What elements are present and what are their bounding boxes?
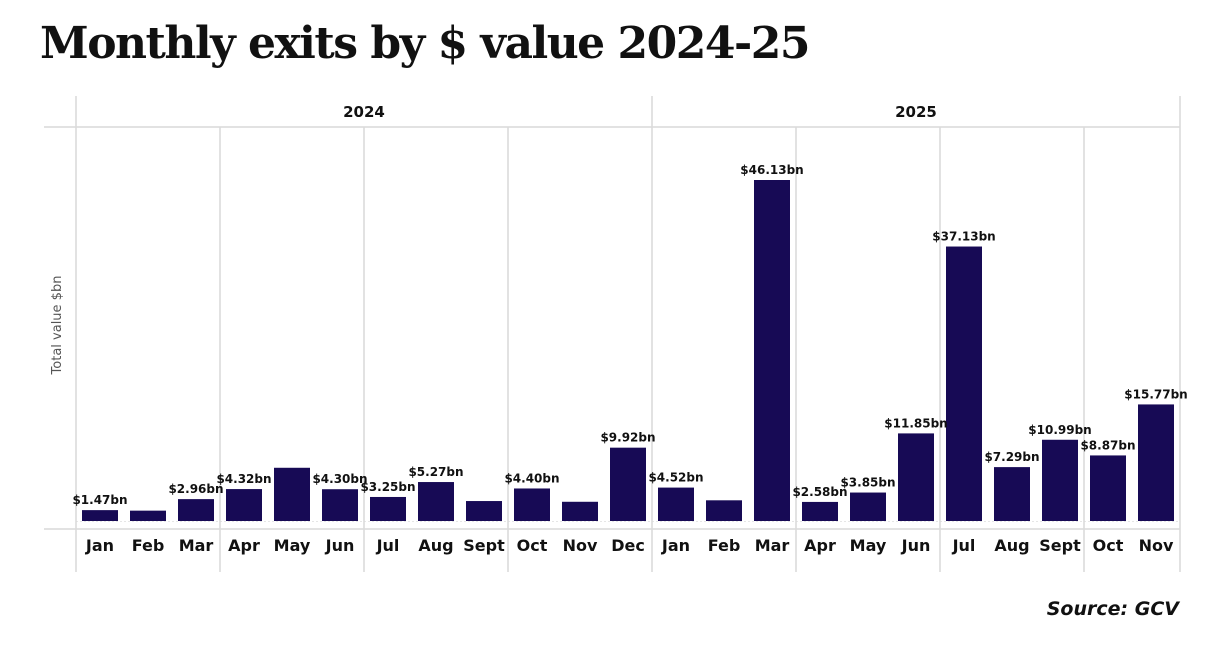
x-tick-label: Nov [563,536,598,555]
bar [274,467,310,521]
bar [562,501,598,521]
month-labels: Jan Feb Mar Apr May Jun Jul Aug Sept Oct Nov Dec Jan… [85,536,1174,555]
x-tick-label: Feb [708,536,741,555]
bar [946,246,982,522]
x-tick-label: Sept [1039,536,1081,555]
gridlines [44,96,1181,572]
bar [610,447,646,521]
x-tick-label: Oct [517,536,548,555]
data-label: $8.87bn [1080,438,1135,452]
x-tick-label: Aug [994,536,1029,555]
data-label: $46.13bn [740,163,803,177]
x-tick-label: Apr [804,536,836,555]
data-label: $2.58bn [792,485,847,499]
data-label: $9.92bn [600,431,655,445]
data-label: $1.47bn [72,493,127,507]
bar [370,496,406,521]
bar [1138,404,1174,521]
bar [322,489,358,521]
bar [754,180,790,521]
x-tick-label: Mar [755,536,790,555]
x-tick-label: Oct [1093,536,1124,555]
bar [130,510,166,521]
data-label: $4.32bn [216,472,271,486]
x-tick-label: May [274,536,311,555]
data-label: $4.30bn [312,472,367,486]
x-tick-label: Apr [228,536,260,555]
data-label: $15.77bn [1124,387,1187,401]
x-tick-label: Jun [325,536,355,555]
bar [178,499,214,521]
x-tick-label: Jul [952,536,976,555]
y-axis-label: Total value $bn [50,276,65,376]
bar [898,433,934,521]
year-label: 2025 [895,103,937,121]
bar [994,467,1030,521]
x-tick-label: Mar [179,536,214,555]
x-tick-label: Jun [901,536,931,555]
data-label: $37.13bn [932,230,995,244]
bar [82,510,118,521]
x-tick-label: Jan [85,536,114,555]
bar [1090,455,1126,521]
bar [658,487,694,521]
source-note: Source: GCV [1046,598,1179,620]
bar [514,488,550,521]
x-tick-label: Feb [132,536,165,555]
x-tick-label: Aug [418,536,453,555]
data-label: $4.52bn [648,471,703,485]
data-label: $3.25bn [360,480,415,494]
bar [802,501,838,521]
year-headers: 2024 2025 [343,103,937,121]
x-tick-label: Jul [376,536,400,555]
bar [850,492,886,521]
data-label: $10.99bn [1028,423,1091,437]
x-tick-label: May [850,536,887,555]
value-labels: $1.47bn $2.96bn$4.32bn $4.30bn$3.25bn$5.27… [72,163,1187,507]
data-label: $4.40bn [504,471,559,485]
x-tick-label: Jan [661,536,690,555]
data-label: $3.85bn [840,476,895,490]
chart-title: Monthly exits by $ value 2024-25 [40,18,810,69]
data-label: $11.85bn [884,416,947,430]
year-label: 2024 [343,103,385,121]
data-label: $2.96bn [168,482,223,496]
bar [466,501,502,521]
x-tick-label: Nov [1139,536,1174,555]
data-label: $7.29bn [984,450,1039,464]
x-tick-label: Sept [463,536,505,555]
bar [226,489,262,521]
data-label: $5.27bn [408,465,463,479]
x-tick-label: Dec [611,536,645,555]
bars [82,180,1174,522]
bar [418,482,454,521]
bar [706,500,742,521]
bar [1042,439,1078,521]
